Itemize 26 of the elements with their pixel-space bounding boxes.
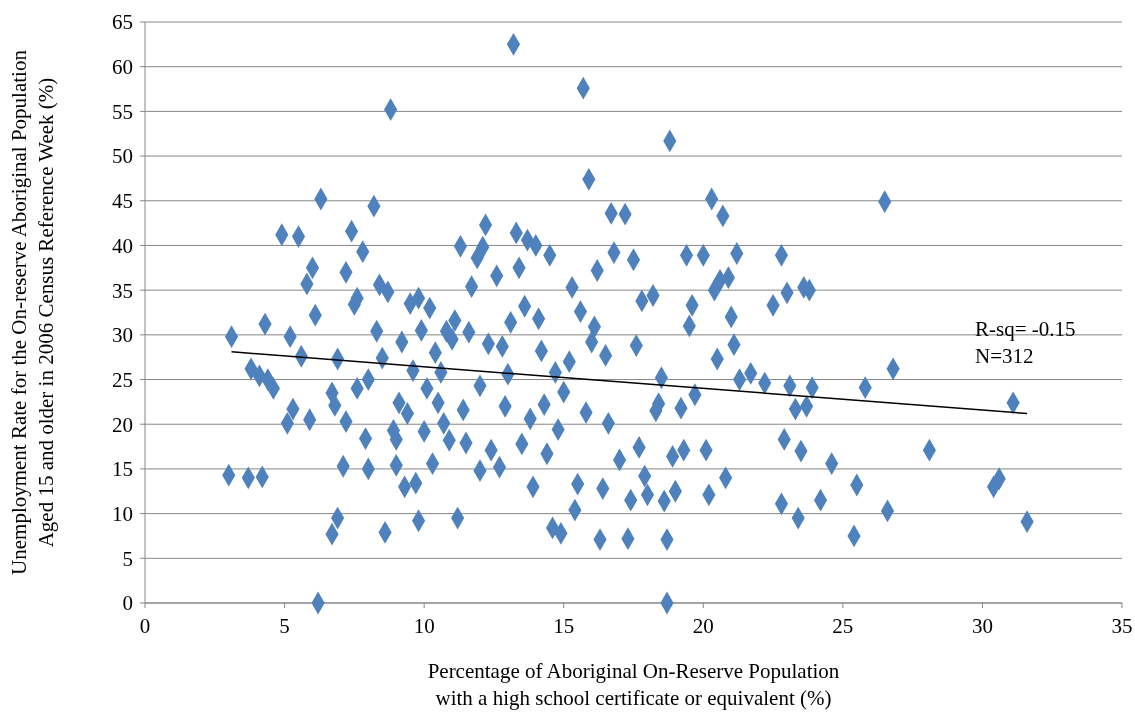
x-axis-title: Percentage of Aboriginal On-Reserve Population with a high school certificate or equivalent (%) — [427, 659, 840, 710]
y-tick-label: 45 — [112, 189, 133, 214]
x-tick-label: 15 — [553, 614, 575, 638]
x-tick-label: 30 — [971, 614, 993, 638]
y-tick-label: 50 — [112, 144, 133, 169]
x-tick-label: 0 — [139, 614, 151, 638]
y-axis-title: Unemployment Rate for the On-reserve Aboriginal Population Aged 15 and older in 2006 Census Reference Week (%) — [7, 49, 58, 575]
y-tick-label: 30 — [112, 323, 133, 348]
y-tick-label: 10 — [112, 501, 133, 526]
y-tick-label: 65 — [112, 10, 133, 35]
annotation: R-sq= -0.15 — [975, 317, 1076, 341]
y-tick-label: 40 — [112, 233, 133, 258]
x-tick-label: 35 — [1111, 614, 1133, 638]
y-tick-label: 20 — [112, 412, 133, 437]
y-tick-label: 0 — [122, 591, 133, 616]
y-tick-label: 35 — [112, 278, 133, 303]
y-tick-label: 55 — [112, 99, 133, 124]
y-tick-label: 25 — [112, 367, 133, 392]
y-tick-label: 60 — [112, 55, 133, 80]
y-tick-label: 5 — [122, 546, 133, 571]
annotation: N=312 — [975, 344, 1034, 368]
x-tick-label: 25 — [832, 614, 854, 638]
y-tick-label: 15 — [112, 457, 133, 482]
x-tick-label: 10 — [413, 614, 435, 638]
x-tick-label: 20 — [692, 614, 714, 638]
x-tick-label: 5 — [279, 614, 290, 638]
